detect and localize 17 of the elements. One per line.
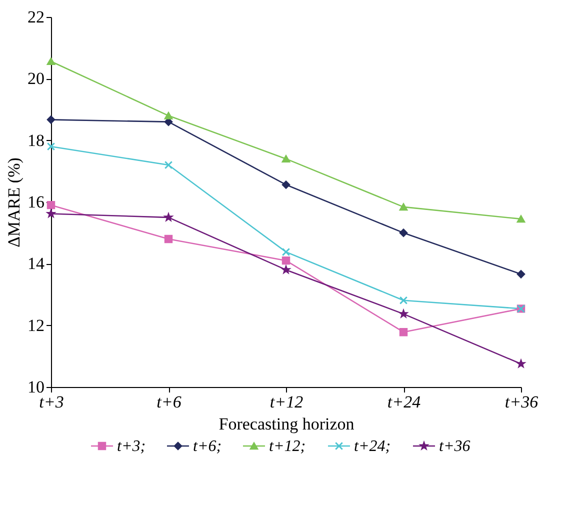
legend-label: t+36 (439, 438, 470, 455)
y-tick-label: 18 (28, 130, 44, 150)
legend-label: t+3; (117, 438, 146, 455)
legend-label: t+12; (269, 438, 306, 455)
y-tick-label: 22 (28, 8, 44, 26)
y-tick-label: 20 (28, 69, 44, 88)
x-tick-label: t+12 (270, 392, 304, 412)
y-tick-label: 16 (28, 192, 44, 212)
y-tick-label: 12 (28, 316, 44, 335)
x-tick-label: t+36 (504, 392, 539, 412)
y-tick-label: 14 (28, 254, 45, 274)
x-axis-title: Forecasting horizon (218, 414, 355, 434)
legend-label: t+24; (354, 438, 391, 455)
x-tick-label: t+6 (156, 392, 182, 412)
legend-label: t+6; (193, 438, 222, 455)
y-axis-title: ΔMARE (%) (4, 158, 24, 248)
x-tick-label: t+24 (387, 392, 422, 412)
